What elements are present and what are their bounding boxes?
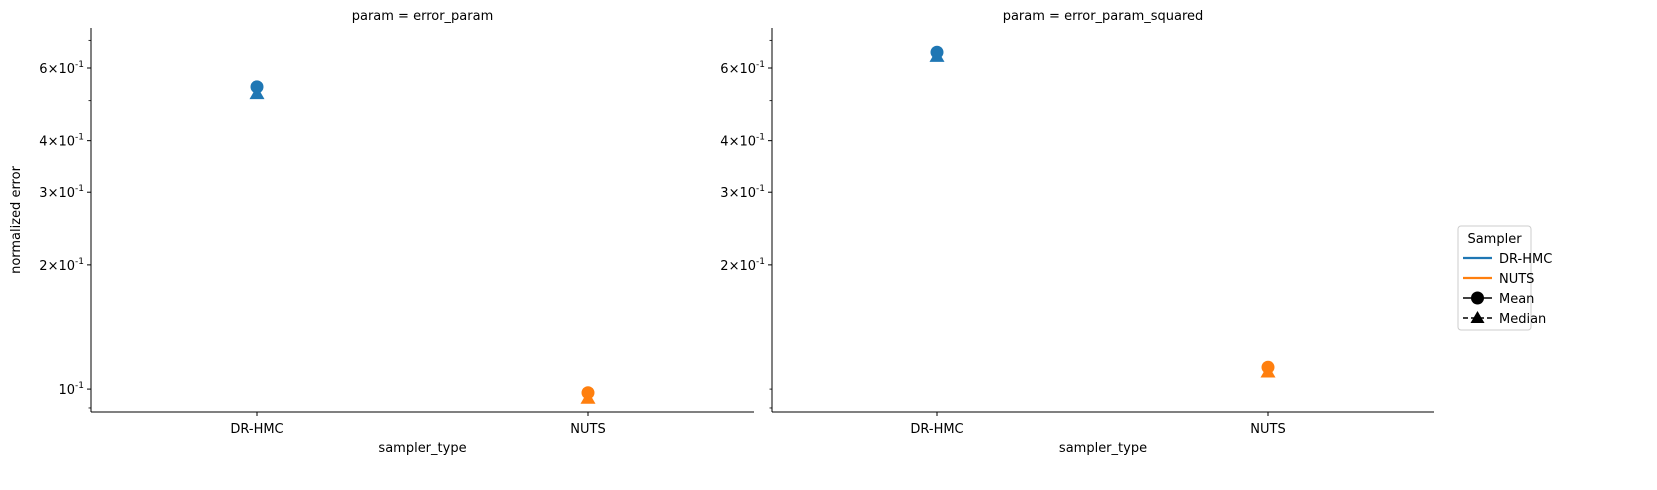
legend: Sampler DR-HMC NUTS Mean Median <box>1457 225 1552 331</box>
y-axis-label: normalized error <box>9 165 24 273</box>
y-tick-label: 3×10-1 <box>39 184 84 201</box>
legend-label: NUTS <box>1499 272 1534 287</box>
legend-item-median: Median <box>1463 311 1546 327</box>
x-tick-label: NUTS <box>1250 422 1285 437</box>
panel-title: param = error_param_squared <box>1003 9 1204 24</box>
legend-label: DR-HMC <box>1499 252 1552 267</box>
facet-panel-2: param = error_param_squared 2×10-1 3×10-1 4… <box>720 9 1434 456</box>
legend-circle-swatch <box>1471 291 1484 305</box>
y-tick-label: 4×10-1 <box>720 133 765 150</box>
legend-item-mean: Mean <box>1463 291 1534 307</box>
y-tick-label: 6×10-1 <box>39 60 84 77</box>
y-tick-label: 4×10-1 <box>39 133 84 150</box>
facet-panel-1: param = error_param 10-1 2×10-1 3×10-1 4×10-… <box>9 9 754 456</box>
legend-triangle-swatch <box>1470 311 1485 323</box>
panel-title: param = error_param <box>352 9 494 24</box>
x-tick-label: DR-HMC <box>910 422 963 437</box>
y-tick-label: 10-1 <box>58 381 84 398</box>
legend-title: Sampler <box>1467 232 1522 247</box>
legend-item-dr-hmc: DR-HMC <box>1463 252 1552 267</box>
x-tick-label: NUTS <box>570 422 605 437</box>
y-tick-label: 2×10-1 <box>720 257 765 274</box>
mean-marker-nuts <box>581 386 595 400</box>
mean-marker-nuts <box>1261 360 1275 374</box>
y-tick-label: 3×10-1 <box>720 184 765 201</box>
y-tick-label: 2×10-1 <box>39 257 84 274</box>
y-tick-label: 6×10-1 <box>720 60 765 77</box>
mean-marker-dr-hmc <box>930 45 944 59</box>
x-tick-label: DR-HMC <box>230 422 283 437</box>
legend-item-nuts: NUTS <box>1463 272 1534 287</box>
mean-marker-dr-hmc <box>250 80 264 94</box>
x-axis-label: sampler_type <box>378 441 466 456</box>
legend-label: Mean <box>1499 292 1534 307</box>
x-axis-label: sampler_type <box>1059 441 1147 456</box>
legend-label: Median <box>1499 312 1546 327</box>
